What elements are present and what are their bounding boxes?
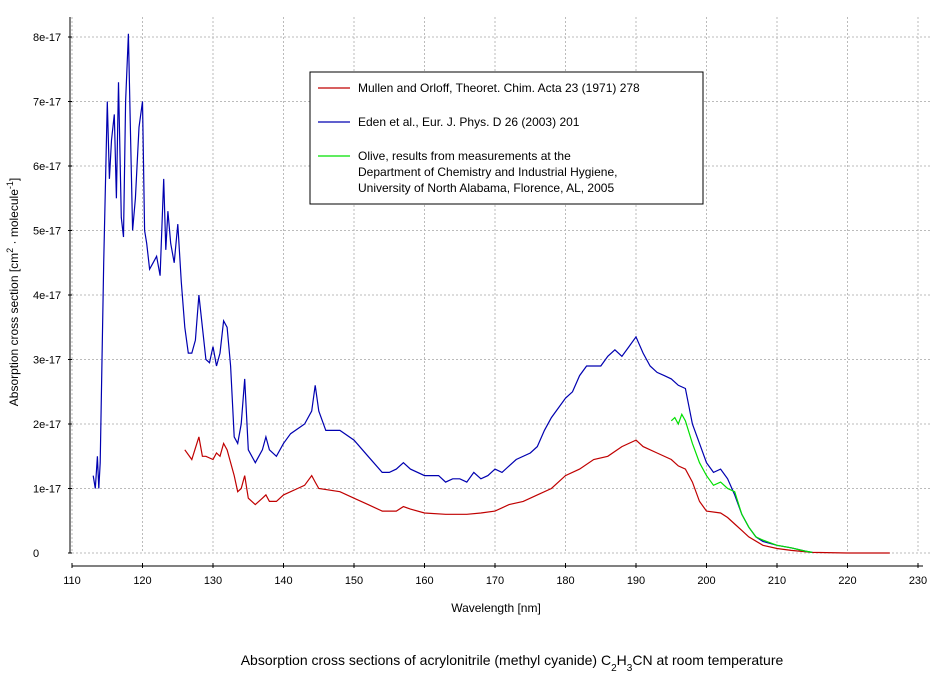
y-tick-label: 0 <box>33 548 39 560</box>
legend-label: Olive, results from measurements at the <box>358 149 571 163</box>
legend-label: Eden et al., Eur. J. Phys. D 26 (2003) 2… <box>358 115 580 129</box>
chart-title: Absorption cross sections of acrylonitri… <box>241 652 784 674</box>
x-tick-label: 210 <box>768 575 786 587</box>
y-tick-label: 8e-17 <box>33 32 61 44</box>
y-tick-label: 1e-17 <box>33 484 61 496</box>
x-tick-label: 180 <box>556 575 574 587</box>
chart-title-part: CN at room temperature <box>632 652 783 668</box>
series-line <box>670 412 813 553</box>
y-tick-label: 2e-17 <box>33 419 61 431</box>
y-axis-label-part: ] <box>7 178 21 181</box>
y-tick-label: 5e-17 <box>33 226 61 238</box>
chart-title-part: H <box>617 652 627 668</box>
legend-label: Department of Chemistry and Industrial H… <box>358 165 617 179</box>
x-tick-label: 160 <box>415 575 433 587</box>
y-tick-label: 6e-17 <box>33 161 61 173</box>
y-tick-label: 3e-17 <box>33 355 61 367</box>
x-tick-label: 120 <box>133 575 151 587</box>
legend-label: University of North Alabama, Florence, A… <box>358 181 614 195</box>
series-line <box>92 33 813 553</box>
x-tick-label: 130 <box>204 575 222 587</box>
y-axis-label-part: -1 <box>5 181 15 189</box>
y-tick-label: 4e-17 <box>33 290 61 302</box>
chart-title-part: Absorption cross sections of acrylonitri… <box>241 652 611 668</box>
chart-title-part: 3 <box>627 663 633 674</box>
x-tick-label: 230 <box>909 575 927 587</box>
legend: Mullen and Orloff, Theoret. Chim. Acta 2… <box>309 71 704 205</box>
x-tick-label: 140 <box>274 575 292 587</box>
chart-title-part: 2 <box>611 663 617 674</box>
y-tick-label: 7e-17 <box>33 97 61 109</box>
x-axis-label: Wavelength [nm] <box>451 601 541 615</box>
x-tick-label: 170 <box>486 575 504 587</box>
x-tick-label: 110 <box>63 575 81 587</box>
y-axis-label-part: Absorption cross section [cm <box>7 253 21 406</box>
x-tick-label: 200 <box>697 575 715 587</box>
legend-label: Mullen and Orloff, Theoret. Chim. Acta 2… <box>358 81 640 95</box>
series-line <box>184 436 890 554</box>
x-tick-label: 190 <box>627 575 645 587</box>
x-tick-label: 150 <box>345 575 363 587</box>
y-axis-label-part: · molecule <box>7 189 21 248</box>
x-tick-label: 220 <box>838 575 856 587</box>
y-axis-label-part: 2 <box>5 248 15 253</box>
legend-box <box>309 71 704 205</box>
y-axis-label: Absorption cross section [cm2 · molecule… <box>5 178 21 406</box>
